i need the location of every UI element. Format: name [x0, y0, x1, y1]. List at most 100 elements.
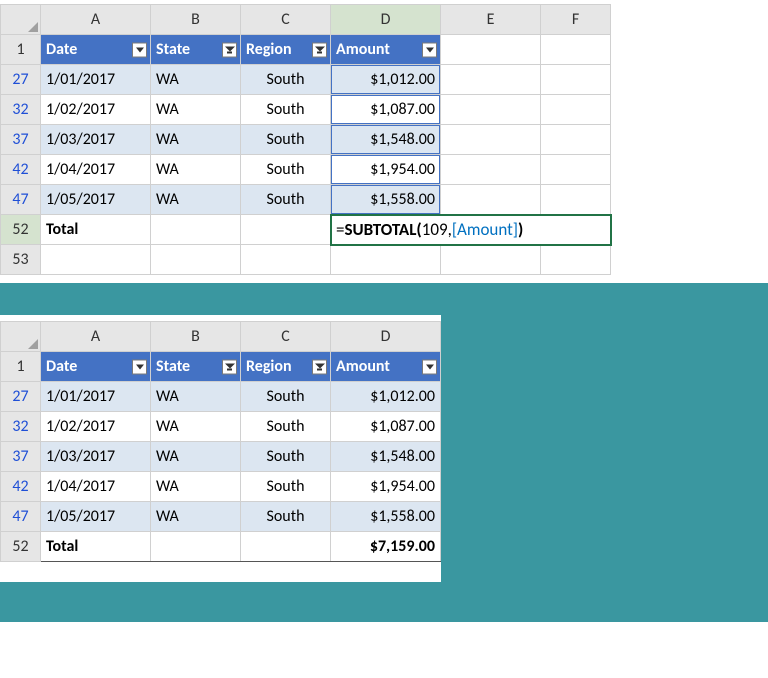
cell-blank[interactable]: [241, 215, 331, 245]
cell-date[interactable]: 1/04/2017: [41, 472, 151, 502]
cell-date[interactable]: 1/01/2017: [41, 382, 151, 412]
cell-amount[interactable]: $1,087.00: [331, 95, 441, 125]
cell-blank[interactable]: [151, 245, 241, 275]
row-header[interactable]: 32: [1, 412, 41, 442]
cell-blank[interactable]: [541, 125, 611, 155]
cell-amount[interactable]: $1,012.00: [331, 382, 441, 412]
cell-amount[interactable]: $1,548.00: [331, 125, 441, 155]
cell-formula[interactable]: =SUBTOTAL(109,[Amount]): [331, 215, 611, 245]
header-amount[interactable]: Amount: [331, 35, 441, 65]
cell-date[interactable]: 1/03/2017: [41, 442, 151, 472]
cell-region[interactable]: South: [241, 185, 331, 215]
col-header-B[interactable]: B: [151, 5, 241, 35]
cell-blank[interactable]: [541, 185, 611, 215]
cell-blank[interactable]: [541, 65, 611, 95]
cell-blank[interactable]: [541, 155, 611, 185]
cell-amount[interactable]: $1,012.00: [331, 65, 441, 95]
col-header-C[interactable]: C: [241, 5, 331, 35]
cell-region[interactable]: South: [241, 155, 331, 185]
cell-region[interactable]: South: [241, 412, 331, 442]
header-date[interactable]: Date: [41, 35, 151, 65]
row-header-1[interactable]: 1: [1, 35, 41, 65]
row-header[interactable]: 27: [1, 65, 41, 95]
cell-state[interactable]: WA: [151, 382, 241, 412]
cell-blank[interactable]: [441, 35, 541, 65]
col-header-B[interactable]: B: [151, 322, 241, 352]
filter-dropdown-icon[interactable]: [422, 359, 437, 374]
cell-amount[interactable]: $1,954.00: [331, 472, 441, 502]
col-header-D[interactable]: D: [331, 322, 441, 352]
col-header-A[interactable]: A: [41, 322, 151, 352]
header-state[interactable]: State: [151, 35, 241, 65]
row-header[interactable]: 42: [1, 472, 41, 502]
cell-region[interactable]: South: [241, 442, 331, 472]
row-header[interactable]: 1: [1, 352, 41, 382]
cell-blank[interactable]: [41, 245, 151, 275]
cell-blank[interactable]: [541, 95, 611, 125]
cell-region[interactable]: South: [241, 382, 331, 412]
cell-state[interactable]: WA: [151, 125, 241, 155]
row-header[interactable]: 37: [1, 125, 41, 155]
row-header[interactable]: 27: [1, 382, 41, 412]
cell-amount[interactable]: $1,954.00: [331, 155, 441, 185]
cell-date[interactable]: 1/03/2017: [41, 125, 151, 155]
select-all-corner[interactable]: [1, 322, 41, 352]
cell-total-value[interactable]: $7,159.00: [331, 532, 441, 562]
cell-blank[interactable]: [441, 185, 541, 215]
cell-state[interactable]: WA: [151, 95, 241, 125]
cell-blank[interactable]: [151, 215, 241, 245]
cell-date[interactable]: 1/05/2017: [41, 185, 151, 215]
row-header[interactable]: 47: [1, 502, 41, 532]
cell-amount[interactable]: $1,558.00: [331, 185, 441, 215]
cell-state[interactable]: WA: [151, 65, 241, 95]
cell-blank[interactable]: [331, 245, 441, 275]
cell-region[interactable]: South: [241, 95, 331, 125]
row-header[interactable]: 47: [1, 185, 41, 215]
col-header-D[interactable]: D: [331, 5, 441, 35]
header-region[interactable]: Region: [241, 352, 331, 382]
cell-date[interactable]: 1/04/2017: [41, 155, 151, 185]
cell-region[interactable]: South: [241, 125, 331, 155]
cell-state[interactable]: WA: [151, 472, 241, 502]
cell-amount[interactable]: $1,087.00: [331, 412, 441, 442]
cell-region[interactable]: South: [241, 472, 331, 502]
cell-blank[interactable]: [441, 245, 541, 275]
cell-state[interactable]: WA: [151, 442, 241, 472]
cell-blank[interactable]: [241, 532, 331, 562]
cell-amount[interactable]: $1,548.00: [331, 442, 441, 472]
header-date[interactable]: Date: [41, 352, 151, 382]
filter-dropdown-icon[interactable]: [132, 359, 147, 374]
cell-blank[interactable]: [151, 532, 241, 562]
cell-region[interactable]: South: [241, 502, 331, 532]
cell-date[interactable]: 1/01/2017: [41, 65, 151, 95]
row-header[interactable]: 37: [1, 442, 41, 472]
cell-region[interactable]: South: [241, 65, 331, 95]
header-state[interactable]: State: [151, 352, 241, 382]
select-all-corner[interactable]: [1, 5, 41, 35]
cell-blank[interactable]: [441, 155, 541, 185]
row-header[interactable]: 52: [1, 532, 41, 562]
row-header[interactable]: 42: [1, 155, 41, 185]
cell-date[interactable]: 1/02/2017: [41, 412, 151, 442]
filter-active-icon[interactable]: [222, 42, 237, 57]
cell-blank[interactable]: [441, 65, 541, 95]
cell-blank[interactable]: [241, 245, 331, 275]
cell-state[interactable]: WA: [151, 412, 241, 442]
cell-blank[interactable]: [541, 245, 611, 275]
filter-dropdown-icon[interactable]: [132, 42, 147, 57]
cell-blank[interactable]: [541, 35, 611, 65]
cell-state[interactable]: WA: [151, 502, 241, 532]
cell-state[interactable]: WA: [151, 155, 241, 185]
cell-blank[interactable]: [441, 125, 541, 155]
col-header-F[interactable]: F: [541, 5, 611, 35]
cell-amount[interactable]: $1,558.00: [331, 502, 441, 532]
col-header-A[interactable]: A: [41, 5, 151, 35]
cell-date[interactable]: 1/05/2017: [41, 502, 151, 532]
row-header[interactable]: 52: [1, 215, 41, 245]
cell-date[interactable]: 1/02/2017: [41, 95, 151, 125]
col-header-C[interactable]: C: [241, 322, 331, 352]
cell-state[interactable]: WA: [151, 185, 241, 215]
row-header[interactable]: 53: [1, 245, 41, 275]
header-amount[interactable]: Amount: [331, 352, 441, 382]
filter-active-icon[interactable]: [312, 42, 327, 57]
